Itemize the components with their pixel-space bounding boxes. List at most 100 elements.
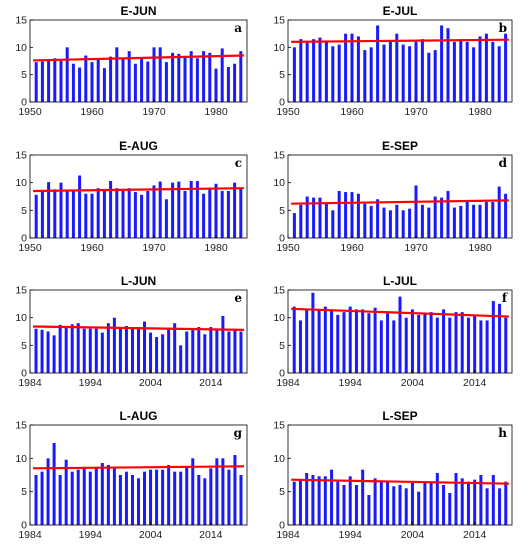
bar-c-1953 <box>47 182 51 238</box>
panel-letter-d: d <box>499 156 508 170</box>
bar-f-1991 <box>330 309 334 373</box>
bar-d-1963 <box>369 205 373 238</box>
ytick-label-f-0: 0 <box>279 368 285 380</box>
bar-h-1995 <box>354 485 358 525</box>
bar-d-1968 <box>401 210 405 238</box>
bar-g-2005 <box>155 469 159 525</box>
xtick-label-f-1994: 1994 <box>339 377 363 389</box>
ytick-label-f-5: 5 <box>279 340 285 352</box>
trend-line-d <box>291 199 509 205</box>
bar-f-2018 <box>498 303 502 373</box>
panel-title-h: L-SEP <box>382 409 417 423</box>
bar-d-1974 <box>440 197 444 238</box>
bar-d-1981 <box>484 202 488 238</box>
xtick-label-d-1950: 1950 <box>276 242 300 254</box>
bar-g-1988 <box>52 443 56 525</box>
panel-letter-a: a <box>234 21 242 35</box>
bar-e-1989 <box>58 324 62 373</box>
panel-title-b: E-JUL <box>383 4 418 18</box>
axes-box-g <box>29 424 248 526</box>
xtick-label-a-1970: 1970 <box>142 106 166 118</box>
bar-e-1998 <box>112 317 116 373</box>
bar-e-2009 <box>179 345 183 373</box>
bar-g-2010 <box>185 466 189 525</box>
bar-e-1991 <box>70 324 74 373</box>
bar-c-1972 <box>164 199 168 238</box>
ytick-label-b-15: 15 <box>273 15 285 27</box>
bar-h-1985 <box>292 481 296 525</box>
panels-container: 0 5 10 15 1950 1960 1970 1980 E-JUN a 0 5 10 15 1950 19… <box>15 4 513 541</box>
panel-b: 0 5 10 15 1950 1960 1970 1980 E-JUL b <box>273 4 513 118</box>
ytick-label-g-5: 5 <box>21 486 27 498</box>
bar-f-2011 <box>454 312 458 373</box>
bar-a-1971 <box>158 47 162 102</box>
panel-c: 0 5 10 15 1950 1960 1970 1980 E-AUG c <box>15 139 248 254</box>
bar-e-2007 <box>167 328 171 373</box>
bar-d-1969 <box>408 208 412 238</box>
xtick-label-g-1994: 1994 <box>79 529 103 541</box>
bar-g-2006 <box>161 469 165 525</box>
ytick-label-a-10: 10 <box>15 42 27 54</box>
bar-d-1952 <box>299 204 303 238</box>
xtick-label-e-1994: 1994 <box>79 377 103 389</box>
bar-g-2001 <box>130 475 134 525</box>
bar-g-1999 <box>118 475 122 525</box>
bar-h-2004 <box>410 483 414 525</box>
bar-d-1983 <box>497 186 501 238</box>
ytick-label-e-5: 5 <box>21 340 27 352</box>
bar-b-1960 <box>350 33 354 102</box>
ytick-label-b-5: 5 <box>279 69 285 81</box>
bar-c-1964 <box>115 188 119 238</box>
bar-c-1973 <box>171 182 175 238</box>
bar-h-2002 <box>398 485 402 525</box>
bar-h-2009 <box>442 485 446 525</box>
xtick-label-a-1950: 1950 <box>18 106 42 118</box>
bar-f-1998 <box>373 307 377 373</box>
bar-g-2014 <box>209 468 213 525</box>
axes-box-c <box>29 154 248 239</box>
bar-h-2006 <box>423 481 427 525</box>
bar-g-2002 <box>137 478 140 525</box>
bar-h-2018 <box>498 488 502 525</box>
bar-g-1989 <box>58 475 62 525</box>
bar-f-2007 <box>429 312 433 373</box>
bar-e-1988 <box>52 335 56 373</box>
bar-d-1970 <box>414 185 418 238</box>
xtick-label-e-2004: 2004 <box>139 377 163 389</box>
bar-a-1969 <box>146 61 150 102</box>
bar-c-1981 <box>220 190 224 238</box>
xtick-label-f-2014: 2014 <box>463 377 487 389</box>
bar-e-2019 <box>239 331 243 373</box>
bar-d-1980 <box>478 204 482 238</box>
bar-g-2013 <box>203 478 207 525</box>
bar-f-1990 <box>323 306 327 373</box>
bar-b-1979 <box>472 47 476 102</box>
bar-f-1992 <box>336 314 340 373</box>
bar-d-1966 <box>388 210 392 238</box>
bar-b-1955 <box>318 37 322 102</box>
bar-a-1979 <box>208 52 212 102</box>
ytick-label-c-5: 5 <box>21 205 27 217</box>
bar-a-1968 <box>140 58 144 102</box>
xtick-label-b-1950: 1950 <box>276 106 300 118</box>
xtick-label-c-1970: 1970 <box>142 242 166 254</box>
bar-f-2016 <box>485 320 489 373</box>
bar-e-2015 <box>215 328 219 373</box>
bar-b-1974 <box>440 25 444 102</box>
bar-h-2003 <box>404 488 408 525</box>
bar-a-1967 <box>133 63 137 102</box>
bar-c-1968 <box>140 194 144 238</box>
bar-c-1982 <box>226 190 230 238</box>
bar-a-1951 <box>34 62 38 102</box>
bar-f-1994 <box>348 306 352 373</box>
panel-a: 0 5 10 15 1950 1960 1970 1980 E-JUN a <box>15 4 248 118</box>
bar-c-1951 <box>34 194 38 238</box>
bar-b-1956 <box>324 41 328 102</box>
bar-f-2003 <box>404 317 408 373</box>
bar-h-2007 <box>429 481 433 525</box>
bar-c-1980 <box>214 183 218 238</box>
xtick-label-e-2014: 2014 <box>199 377 223 389</box>
bar-a-1961 <box>96 59 100 102</box>
ytick-label-h-15: 15 <box>273 420 285 432</box>
